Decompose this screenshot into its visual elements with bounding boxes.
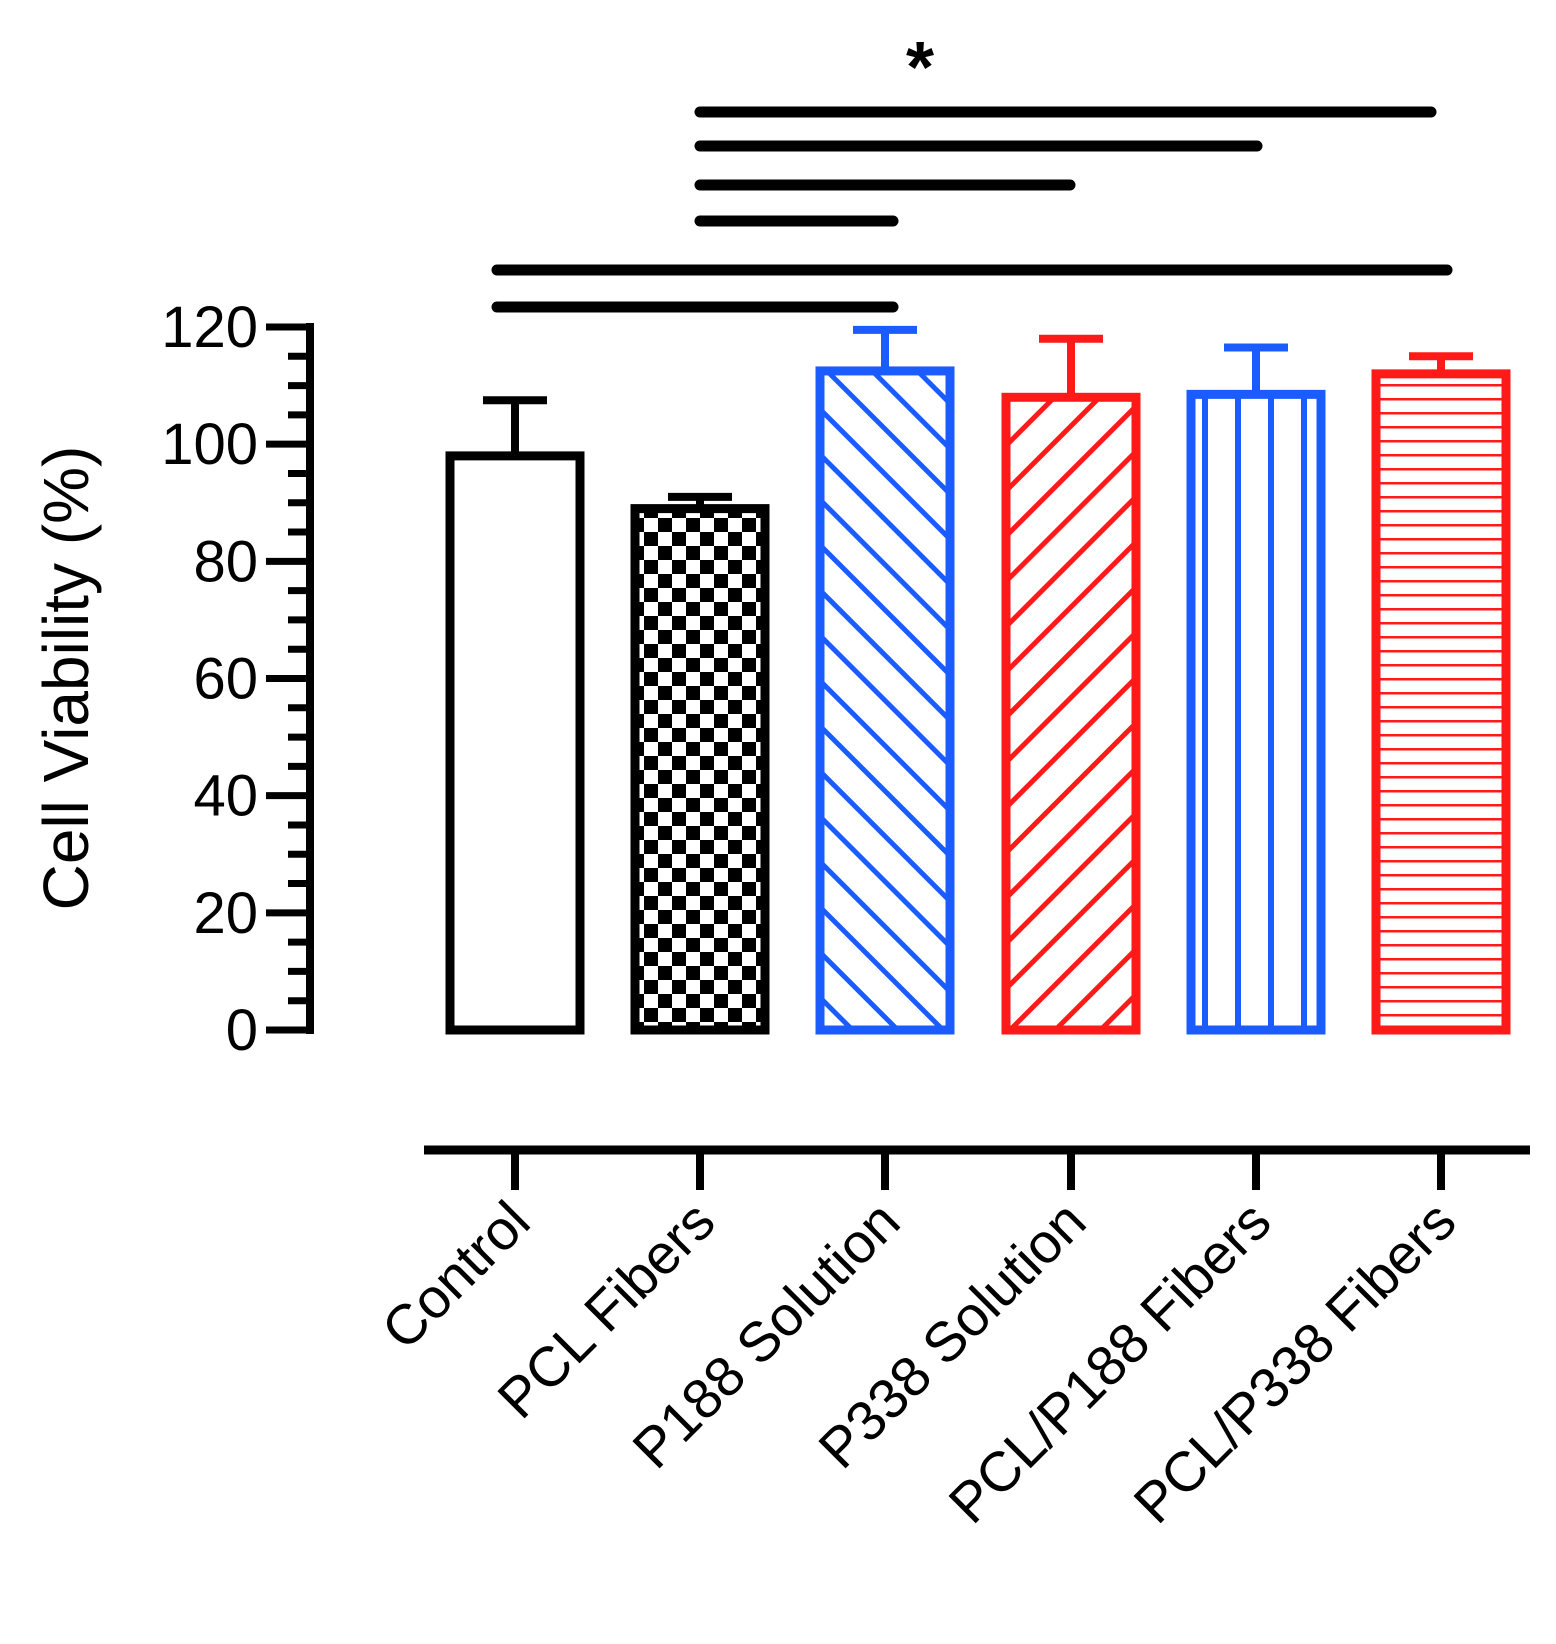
y-tick-label: 40 <box>193 764 258 829</box>
bar-2 <box>815 366 955 1035</box>
y-tick-label: 60 <box>193 647 258 712</box>
y-tick-label: 80 <box>193 529 258 594</box>
x-tick-label: PCL/P188 Fibers <box>936 1189 1282 1535</box>
y-tick-label: 20 <box>193 881 258 946</box>
x-tick-label: PCL/P338 Fibers <box>1121 1189 1467 1535</box>
bars-layer <box>445 325 1511 1035</box>
bar-5 <box>1371 369 1511 1035</box>
y-tick-label: 120 <box>161 295 258 360</box>
x-tick-label: Control <box>369 1189 541 1361</box>
bar-0 <box>445 451 585 1035</box>
significance-star: * <box>906 28 934 108</box>
bar-4 <box>1186 389 1326 1035</box>
bar-3 <box>1001 392 1141 1035</box>
y-tick-label: 100 <box>161 412 258 477</box>
y-axis-title: Cell Viability (%) <box>30 446 102 911</box>
bar-1 <box>630 504 770 1035</box>
significance-layer: * <box>491 28 1453 313</box>
bar-group-0 <box>445 396 585 1035</box>
bar-group-3 <box>1001 334 1141 1035</box>
bar-group-2 <box>815 325 955 1035</box>
y-axis: 0 20 40 60 80 100 120 Cell Viability (%) <box>30 295 314 1063</box>
bar-group-4 <box>1186 343 1326 1035</box>
bar-group-1 <box>630 492 770 1035</box>
y-tick-label: 0 <box>226 998 258 1063</box>
bar-group-5 <box>1371 352 1511 1035</box>
